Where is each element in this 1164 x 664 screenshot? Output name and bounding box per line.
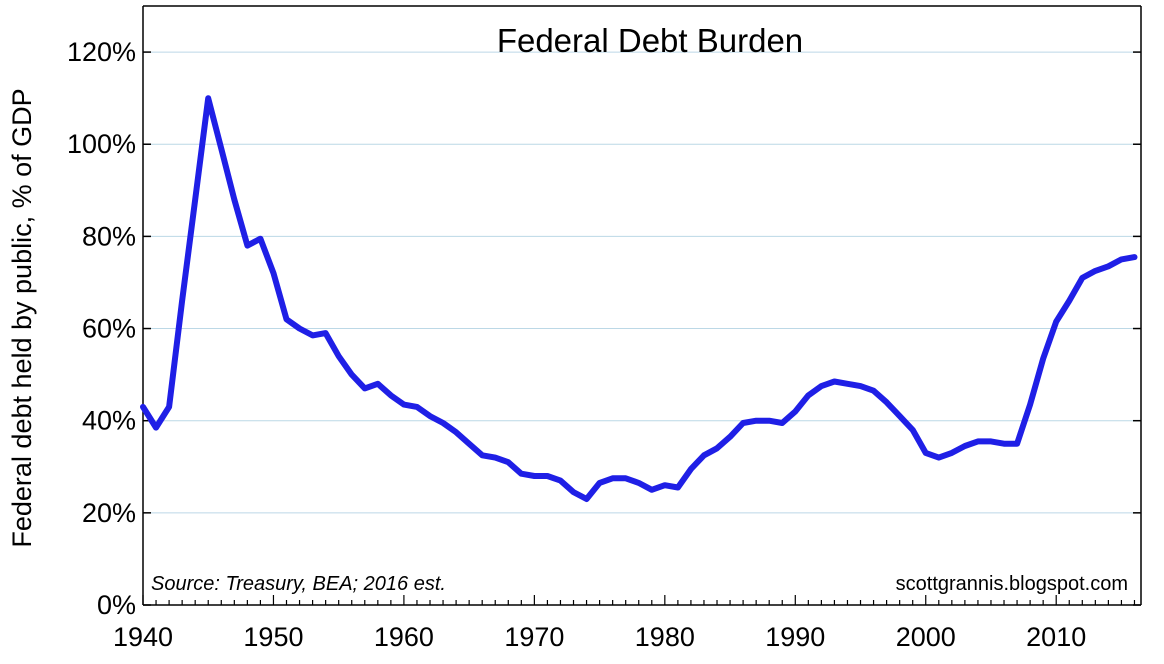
x-tick-label-1990: 1990 [765,622,825,652]
y-tick-label-100: 100% [67,129,136,159]
source-note: Source: Treasury, BEA; 2016 est. [151,573,446,595]
x-ticks: 1940 1950 1960 1970 1980 1990 2000 2010 [113,595,1136,652]
x-tick-label-2000: 2000 [896,622,956,652]
series-line-0 [140,95,1138,502]
chart-title: Federal Debt Burden [497,22,803,59]
y-tick-label-80: 80% [82,221,136,251]
x-tick-label-2010: 2010 [1026,622,1086,652]
x-tick-label-1960: 1960 [374,622,434,652]
y-tick-label-20: 20% [82,498,136,528]
gridlines [143,51,1141,514]
x-tick-label-1970: 1970 [504,622,564,652]
y-axis-label: Federal debt held by public, % of GDP [7,88,37,547]
y-tick-label-40: 40% [82,406,136,436]
credit-text: scottgrannis.blogspot.com [896,573,1128,595]
axes [142,5,1142,606]
x-tick-label-1980: 1980 [635,622,695,652]
y-ticks: 0% 20% 40% 60% 80% 100% 120% [67,37,1141,620]
x-tick-label-1950: 1950 [243,622,303,652]
y-tick-label-60: 60% [82,314,136,344]
x-tick-label-1940: 1940 [113,622,173,652]
series-layer [140,95,1138,502]
y-tick-label-120: 120% [67,37,136,67]
y-tick-label-0: 0% [97,590,136,620]
